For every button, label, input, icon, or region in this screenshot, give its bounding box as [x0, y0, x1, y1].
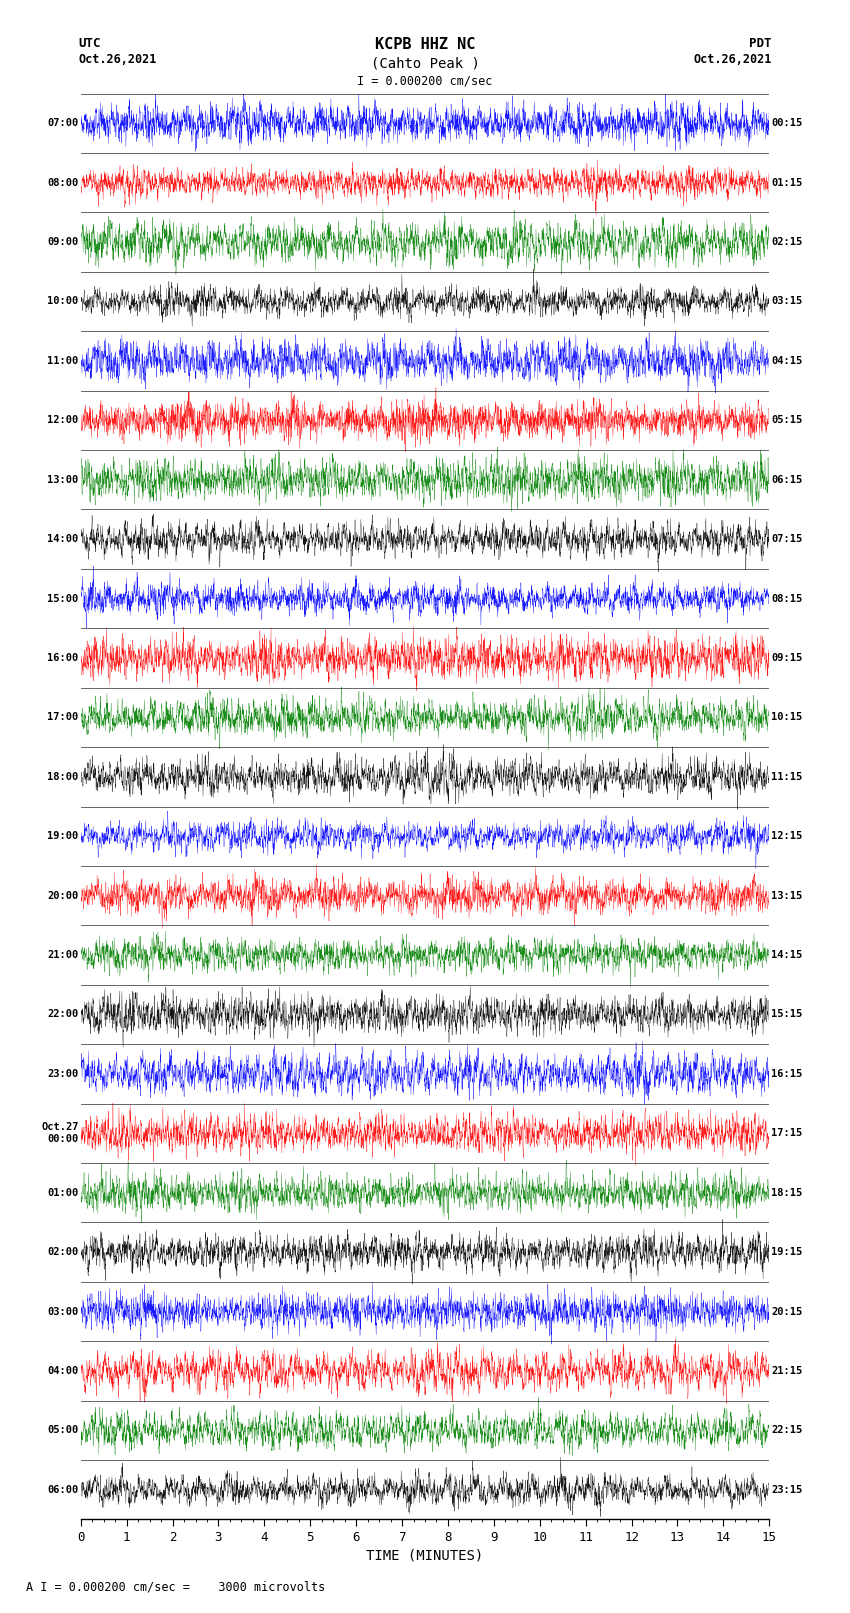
Text: 12:00: 12:00	[48, 415, 79, 426]
Text: 21:00: 21:00	[48, 950, 79, 960]
X-axis label: TIME (MINUTES): TIME (MINUTES)	[366, 1548, 484, 1563]
Text: 11:00: 11:00	[48, 356, 79, 366]
Text: 03:15: 03:15	[771, 297, 802, 306]
Text: 10:00: 10:00	[48, 297, 79, 306]
Text: 06:15: 06:15	[771, 474, 802, 486]
Text: 14:15: 14:15	[771, 950, 802, 960]
Text: 10:15: 10:15	[771, 713, 802, 723]
Text: 06:00: 06:00	[48, 1484, 79, 1495]
Text: 00:15: 00:15	[771, 118, 802, 129]
Text: 05:00: 05:00	[48, 1426, 79, 1436]
Text: 17:15: 17:15	[771, 1127, 802, 1139]
Text: A I = 0.000200 cm/sec =    3000 microvolts: A I = 0.000200 cm/sec = 3000 microvolts	[26, 1581, 325, 1594]
Text: 20:00: 20:00	[48, 890, 79, 900]
Text: 15:15: 15:15	[771, 1010, 802, 1019]
Text: KCPB HHZ NC: KCPB HHZ NC	[375, 37, 475, 52]
Text: 11:15: 11:15	[771, 771, 802, 782]
Text: 13:15: 13:15	[771, 890, 802, 900]
Text: 18:00: 18:00	[48, 771, 79, 782]
Text: 19:00: 19:00	[48, 831, 79, 842]
Text: 22:00: 22:00	[48, 1010, 79, 1019]
Text: 18:15: 18:15	[771, 1187, 802, 1198]
Text: 16:00: 16:00	[48, 653, 79, 663]
Text: Oct.27
00:00: Oct.27 00:00	[41, 1123, 79, 1144]
Text: 09:00: 09:00	[48, 237, 79, 247]
Text: 20:15: 20:15	[771, 1307, 802, 1316]
Text: 08:15: 08:15	[771, 594, 802, 603]
Text: 23:00: 23:00	[48, 1069, 79, 1079]
Text: UTC: UTC	[78, 37, 100, 50]
Text: 21:15: 21:15	[771, 1366, 802, 1376]
Text: 15:00: 15:00	[48, 594, 79, 603]
Text: PDT: PDT	[750, 37, 772, 50]
Text: 07:00: 07:00	[48, 118, 79, 129]
Text: 14:00: 14:00	[48, 534, 79, 544]
Text: 04:00: 04:00	[48, 1366, 79, 1376]
Text: 04:15: 04:15	[771, 356, 802, 366]
Text: 12:15: 12:15	[771, 831, 802, 842]
Text: 22:15: 22:15	[771, 1426, 802, 1436]
Text: 01:15: 01:15	[771, 177, 802, 187]
Text: Oct.26,2021: Oct.26,2021	[694, 53, 772, 66]
Text: 19:15: 19:15	[771, 1247, 802, 1257]
Text: 01:00: 01:00	[48, 1187, 79, 1198]
Text: 08:00: 08:00	[48, 177, 79, 187]
Text: 13:00: 13:00	[48, 474, 79, 486]
Text: 23:15: 23:15	[771, 1484, 802, 1495]
Text: I = 0.000200 cm/sec: I = 0.000200 cm/sec	[357, 74, 493, 87]
Text: (Cahto Peak ): (Cahto Peak )	[371, 56, 479, 71]
Text: 02:00: 02:00	[48, 1247, 79, 1257]
Text: 17:00: 17:00	[48, 713, 79, 723]
Text: 02:15: 02:15	[771, 237, 802, 247]
Text: 07:15: 07:15	[771, 534, 802, 544]
Text: 16:15: 16:15	[771, 1069, 802, 1079]
Text: 09:15: 09:15	[771, 653, 802, 663]
Text: 03:00: 03:00	[48, 1307, 79, 1316]
Text: Oct.26,2021: Oct.26,2021	[78, 53, 156, 66]
Text: 05:15: 05:15	[771, 415, 802, 426]
